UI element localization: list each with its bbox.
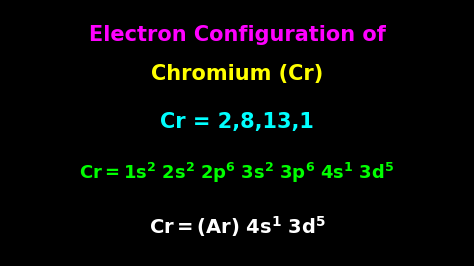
Text: Chromium (Cr): Chromium (Cr) (151, 64, 323, 85)
Text: Electron Configuration of: Electron Configuration of (89, 24, 385, 45)
Text: Cr = 2,8,13,1: Cr = 2,8,13,1 (160, 112, 314, 132)
Text: $\mathbf{Cr = 1s^2\ 2s^2\ 2p^6\ 3s^2\ 3p^6\ 4s^1\ 3d^5}$: $\mathbf{Cr = 1s^2\ 2s^2\ 2p^6\ 3s^2\ 3p… (80, 161, 394, 185)
Text: $\mathbf{Cr = (Ar)\ 4s^1\ 3d^5}$: $\mathbf{Cr = (Ar)\ 4s^1\ 3d^5}$ (149, 214, 325, 239)
